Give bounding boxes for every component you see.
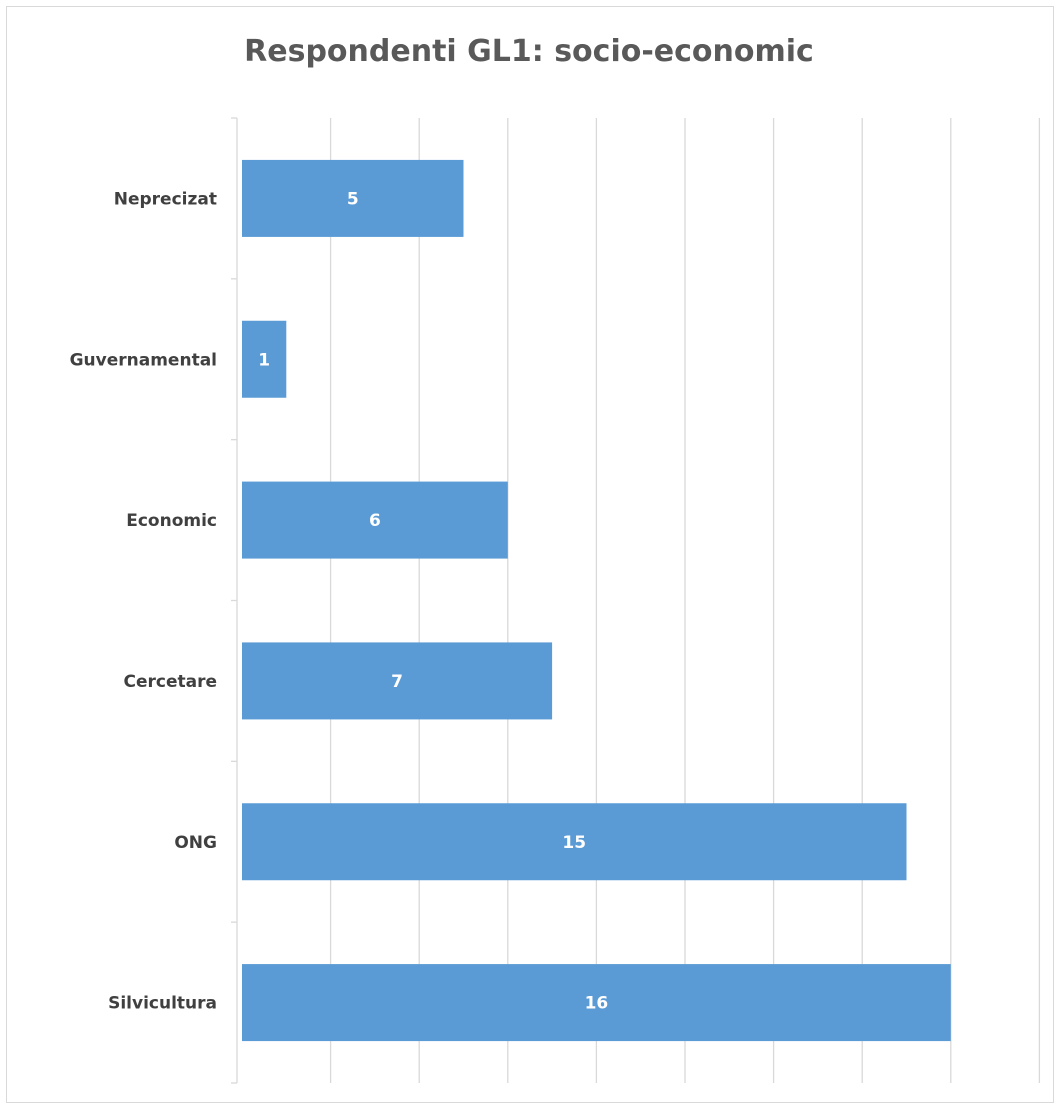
- data-label: 1: [258, 350, 270, 370]
- bars: [242, 159, 951, 1042]
- category-label: ONG: [174, 833, 217, 853]
- gridlines: [329, 118, 1041, 1083]
- bar-guvernamental: [242, 320, 287, 398]
- chart-frame: [6, 6, 1054, 1103]
- chart-title: Respondenti GL1: socio-economic: [244, 34, 814, 69]
- bar-silvicultura: [242, 964, 951, 1042]
- category-label: Silvicultura: [108, 994, 217, 1014]
- bar-economic: [242, 481, 508, 559]
- data-label: 5: [347, 189, 359, 209]
- data-label: 15: [562, 833, 586, 853]
- data-label: 16: [585, 994, 609, 1014]
- category-label: Cercetare: [123, 672, 217, 692]
- category-labels: Neprecizat Guvernamental Economic Cercetare…: [70, 189, 217, 1013]
- category-label: Neprecizat: [114, 189, 217, 209]
- category-label: Guvernamental: [70, 350, 217, 370]
- category-label: Economic: [126, 511, 217, 531]
- data-label: 7: [391, 672, 403, 692]
- bar-neprecizat: [242, 159, 464, 237]
- bar-ong: [242, 803, 907, 881]
- data-label: 6: [369, 511, 381, 531]
- bar-cercetare: [242, 642, 553, 720]
- category-axis: [231, 117, 238, 1084]
